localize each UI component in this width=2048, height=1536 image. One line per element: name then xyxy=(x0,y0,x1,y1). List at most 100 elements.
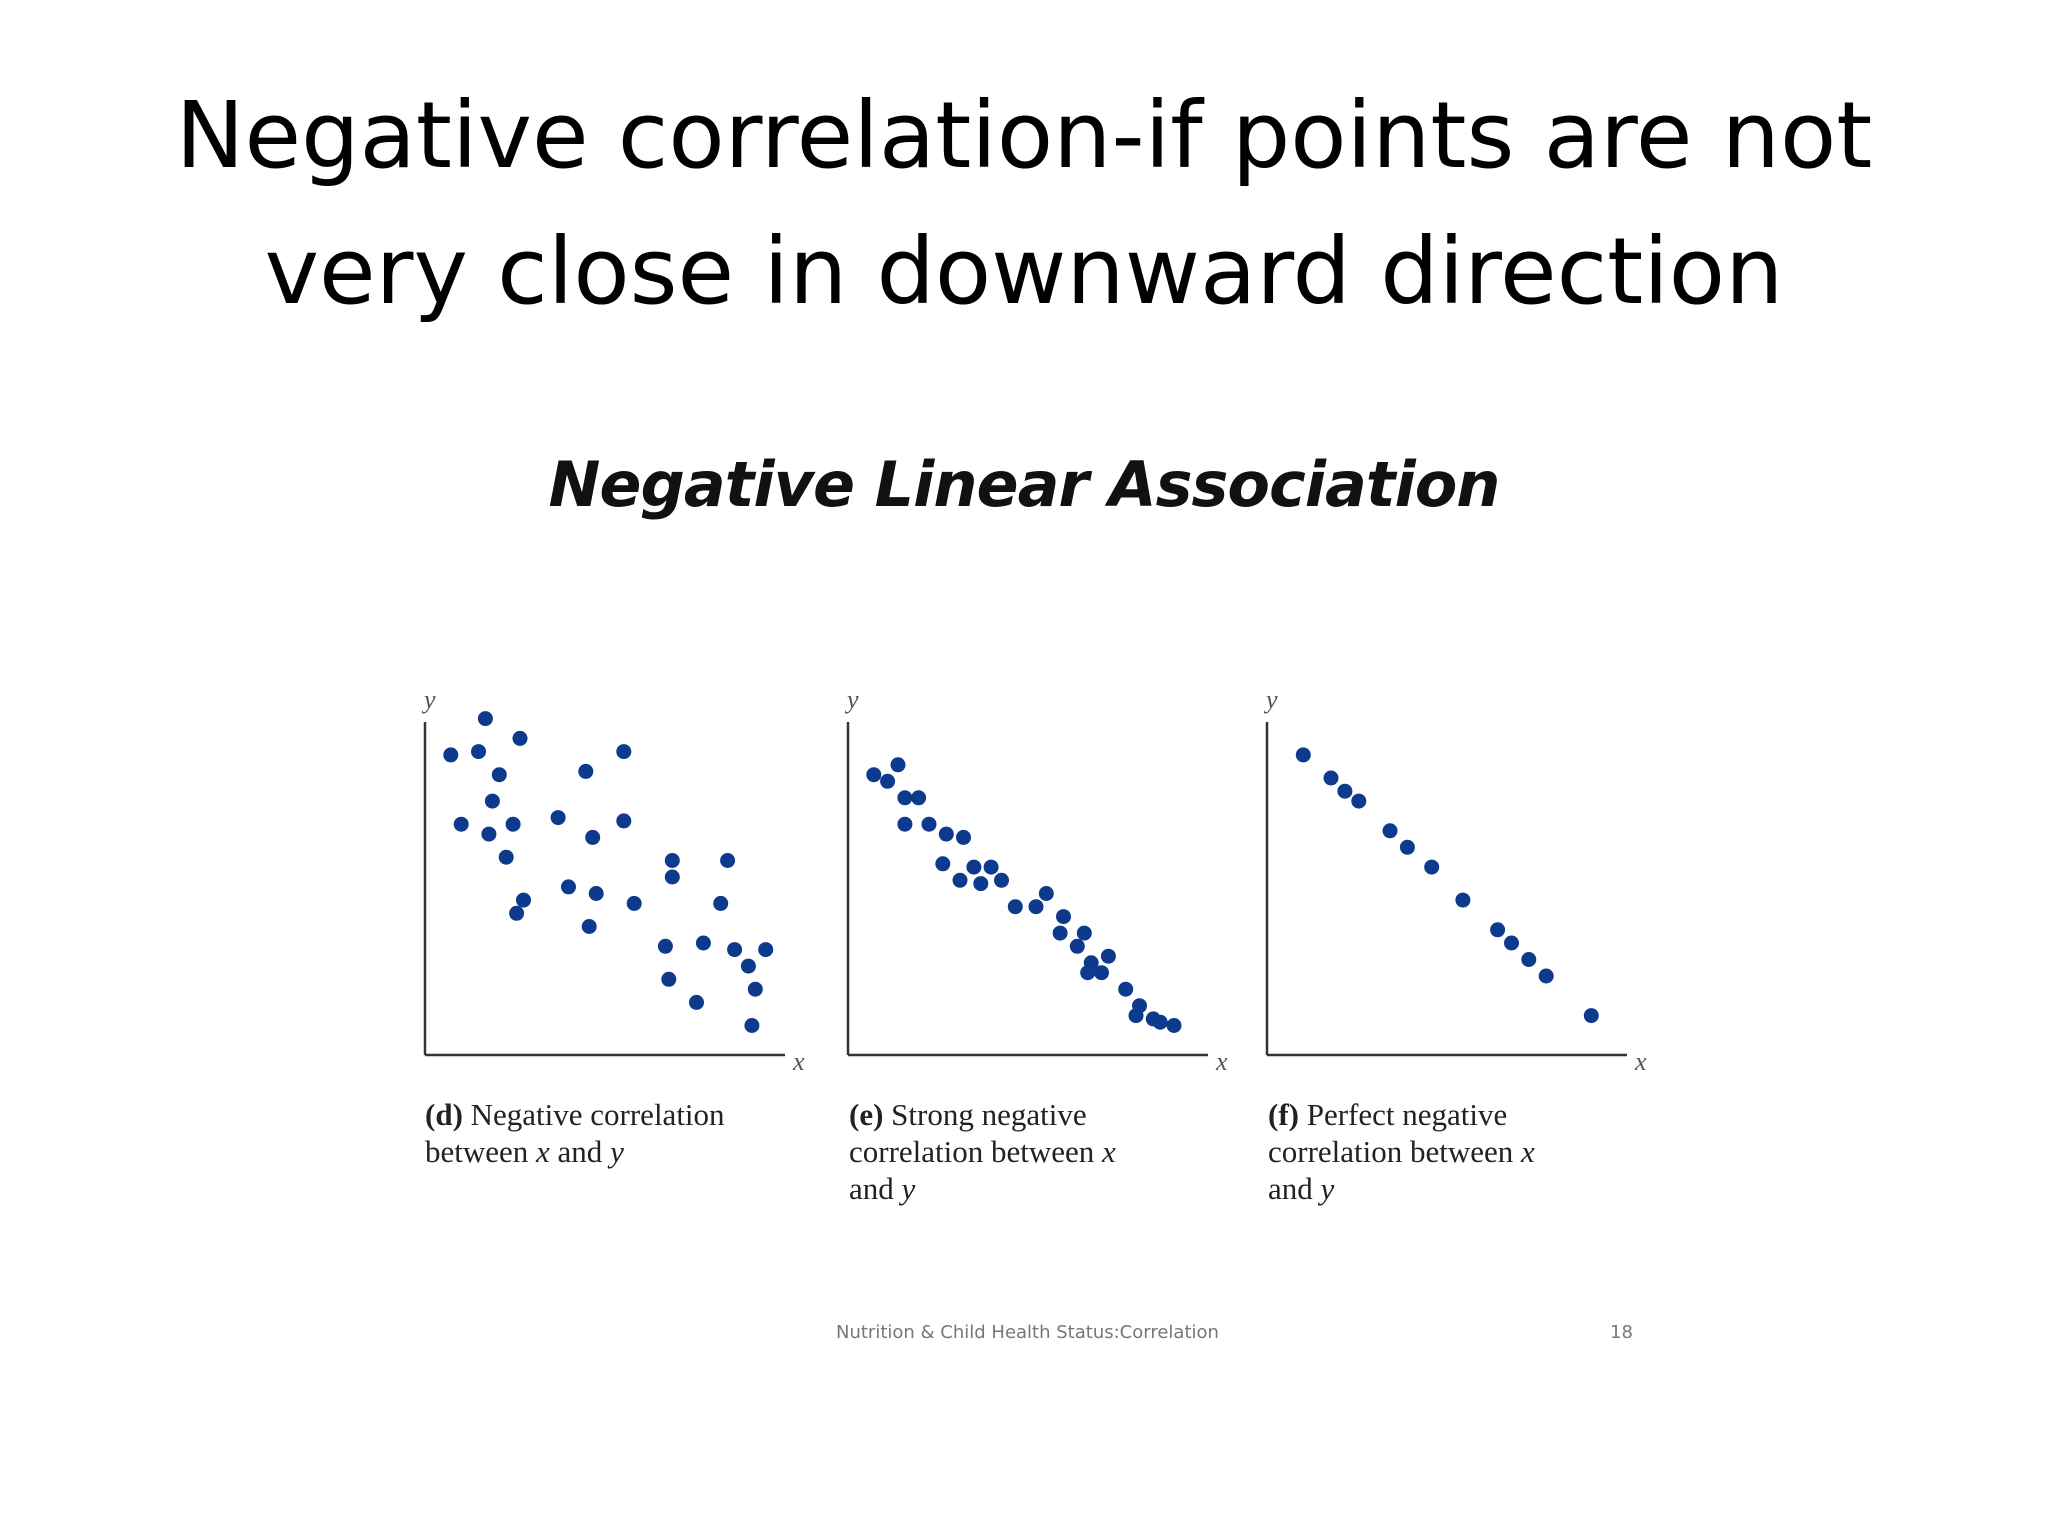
scatter-point xyxy=(578,763,594,779)
scatter-point xyxy=(443,747,459,763)
scatter-point xyxy=(1118,981,1134,997)
scatter-point xyxy=(1056,909,1071,925)
caption-panel-d: (d) Negative correlation between x and y xyxy=(425,1096,785,1170)
scatter-point xyxy=(664,853,680,868)
y-axis-label: y xyxy=(1263,685,1278,714)
caption-y: y xyxy=(610,1134,624,1169)
scatter-point xyxy=(897,816,913,832)
scatter-point xyxy=(956,829,971,845)
scatter-point xyxy=(626,895,642,911)
scatter-point xyxy=(1455,892,1471,908)
scatter-point xyxy=(484,793,500,809)
scatter-point xyxy=(550,810,566,826)
scatter-point xyxy=(938,826,954,842)
scatter-point xyxy=(1052,925,1068,941)
scatter-point xyxy=(1038,886,1054,901)
footer-source: Nutrition & Child Health Status:Correlat… xyxy=(836,1322,1219,1343)
y-axis-label: y xyxy=(421,685,436,714)
scatter-point xyxy=(1007,899,1023,915)
scatter-point xyxy=(581,919,597,934)
scatter-point xyxy=(453,816,469,832)
scatter-point xyxy=(1166,1018,1182,1033)
scatter-point xyxy=(588,886,604,901)
scatter-point xyxy=(1399,839,1415,855)
scatter-point xyxy=(1504,935,1519,951)
scatter-point xyxy=(744,1018,760,1033)
scatter-point xyxy=(1351,793,1367,809)
caption-x: x xyxy=(1102,1134,1116,1169)
scatter-point xyxy=(1076,925,1092,941)
scatter-point xyxy=(1094,965,1109,981)
caption-x: x xyxy=(536,1134,550,1169)
caption-panel-e: (e) Strong negative correlation between … xyxy=(849,1096,1149,1207)
scatter-point xyxy=(1028,899,1044,915)
scatter-point xyxy=(1490,922,1506,938)
scatter-point xyxy=(966,859,982,875)
scatter-point xyxy=(952,872,968,888)
caption-and: and xyxy=(557,1134,603,1169)
x-axis-label: x xyxy=(1634,1047,1647,1076)
scatter-point xyxy=(471,744,486,760)
x-axis-label: x xyxy=(1215,1047,1228,1076)
scatter-point xyxy=(1323,770,1339,786)
scatter-point xyxy=(657,938,673,954)
scatter-panel-f: yx xyxy=(1263,685,1647,1076)
caption-x: x xyxy=(1521,1134,1535,1169)
scatter-point xyxy=(973,876,989,892)
footer-page-number: 18 xyxy=(1610,1322,1633,1343)
scatter-point xyxy=(695,935,711,951)
scatter-point xyxy=(664,869,680,885)
scatter-point xyxy=(747,981,763,997)
scatter-point xyxy=(1100,948,1116,964)
caption-tag: (f) xyxy=(1268,1097,1299,1132)
scatter-point xyxy=(758,942,774,958)
scatter-point xyxy=(1382,823,1398,839)
scatter-point xyxy=(505,816,521,832)
scatter-point xyxy=(983,859,999,875)
scatter-point xyxy=(498,849,514,865)
scatter-point xyxy=(689,994,704,1010)
scatter-point xyxy=(585,829,601,845)
scatter-point xyxy=(616,744,632,760)
caption-tag: (e) xyxy=(849,1097,884,1132)
scatter-point xyxy=(516,892,531,908)
caption-y: y xyxy=(1320,1171,1335,1206)
slide-title-line-2: very close in downward direction xyxy=(264,218,1784,325)
scatter-point xyxy=(911,790,927,806)
scatter-point xyxy=(1069,938,1085,954)
scatter-panel-d: yx xyxy=(421,685,805,1076)
scatter-point xyxy=(880,773,896,789)
scatter-point xyxy=(897,790,913,806)
scatter-point xyxy=(727,942,743,958)
scatter-point xyxy=(1152,1014,1168,1030)
caption-text: Strong negative correlation between xyxy=(849,1097,1095,1169)
scatter-point xyxy=(509,905,525,921)
scatter-point xyxy=(1424,859,1440,875)
scatter-point xyxy=(561,879,576,895)
slide-title-line-1: Negative correlation-if points are not xyxy=(175,82,1873,189)
scatter-point xyxy=(1521,952,1537,967)
scatter-point xyxy=(740,958,756,974)
scatter-point xyxy=(1080,965,1096,981)
caption-and: and xyxy=(1268,1171,1313,1206)
caption-tag: (d) xyxy=(425,1097,463,1132)
scatter-point xyxy=(890,757,906,773)
caption-y: y xyxy=(901,1171,916,1206)
scatter-point xyxy=(921,816,937,832)
y-axis-label: y xyxy=(844,685,859,714)
caption-text: Perfect negative correlation between xyxy=(1268,1097,1514,1169)
scatter-panel-e: yx xyxy=(844,685,1228,1076)
scatter-point xyxy=(866,767,882,783)
scatter-point xyxy=(512,730,528,746)
scatter-point xyxy=(661,971,677,987)
scatter-point xyxy=(713,895,729,911)
scatter-point xyxy=(481,826,497,842)
caption-text: Negative correlation between xyxy=(425,1097,725,1169)
scatter-point xyxy=(1128,1008,1144,1024)
scatter-point xyxy=(477,711,493,727)
scatter-point xyxy=(1337,783,1353,799)
scatter-point xyxy=(616,813,632,829)
scatter-point xyxy=(935,856,951,872)
scatter-point xyxy=(491,767,507,783)
